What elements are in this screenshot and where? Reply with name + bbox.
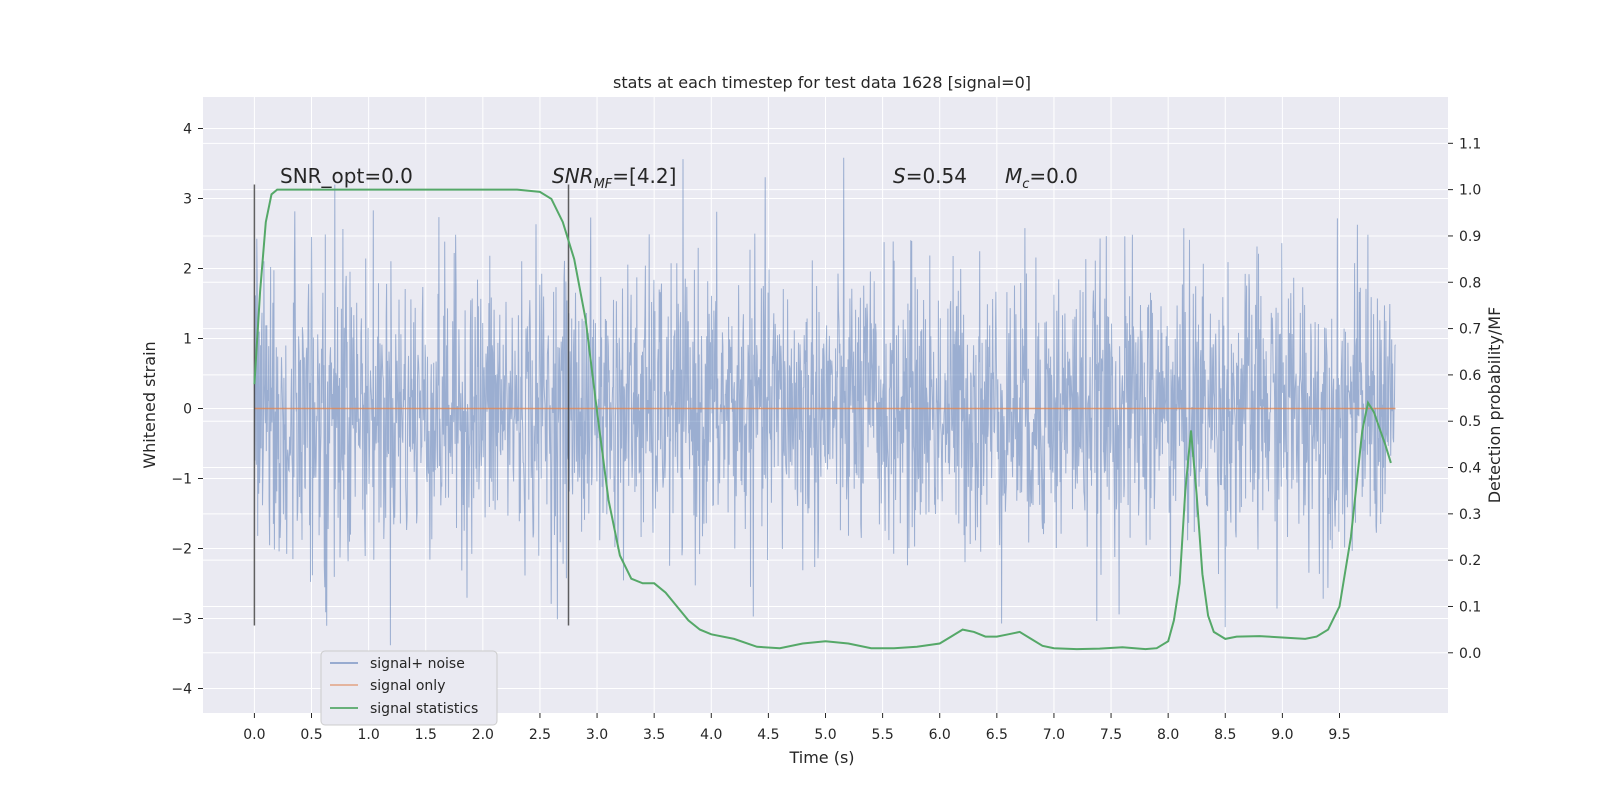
x-tick-label: 0.5 [300,727,322,743]
legend-label-signal-only: signal only [370,678,445,694]
annotation-mc: Mc=0.0 [1005,164,1078,192]
y-tick-label: 2 [183,262,192,278]
y-right-tick-label: 0.9 [1459,229,1481,245]
x-tick-label: 1.5 [415,727,437,743]
annotation-snr-opt: SNR_opt=0.0 [280,164,413,188]
y-right-tick-label: 1.0 [1459,183,1481,199]
y-tick-label: −2 [171,542,192,558]
x-axis-label: Time (s) [788,748,854,767]
x-tick-label: 0.0 [243,727,265,743]
y-ticks-right: 1.1 1.0 0.9 0.8 0.7 0.6 0.5 0.4 0.3 0.2 0.1 0.0 [1448,136,1481,662]
signal-statistics-series [253,188,1392,651]
x-tick-label: 9.5 [1328,727,1350,743]
y-tick-label: −1 [171,472,192,488]
x-tick-label: 3.5 [643,727,665,743]
y-right-tick-label: 0.5 [1459,414,1481,430]
legend: signal+ noise signal only signal statist… [320,650,498,726]
y-right-tick-label: 0.8 [1459,275,1481,291]
x-tick-label: 6.5 [986,727,1008,743]
y-right-tick-label: 0.4 [1459,461,1481,477]
x-tick-label: 4.0 [700,727,722,743]
y-tick-label: 1 [183,332,192,348]
x-tick-label: 2.0 [472,727,494,743]
legend-label-stats: signal statistics [370,701,478,717]
y-right-tick-label: 0.2 [1459,553,1481,569]
x-tick-label: 6.0 [929,727,951,743]
x-tick-label: 4.5 [757,727,779,743]
noise-line [253,157,1396,646]
y-tick-label: −4 [171,682,192,698]
y-right-tick-label: 0.3 [1459,507,1481,523]
y-tick-label: 3 [183,192,192,208]
x-tick-label: 5.0 [814,727,836,743]
x-tick-label: 7.0 [1043,727,1065,743]
annotation-s: S=0.54 [893,164,967,188]
y-tick-label: 0 [183,402,192,418]
x-tick-label: 8.0 [1157,727,1179,743]
x-tick-label: 3.0 [586,727,608,743]
x-tick-label: 5.5 [871,727,893,743]
y-tick-label: −3 [171,612,192,628]
y-right-tick-label: 0.6 [1459,368,1481,384]
x-tick-label: 9.0 [1271,727,1293,743]
y-tick-label: 4 [183,122,192,138]
x-tick-label: 2.5 [529,727,551,743]
vertical-lines [253,184,570,626]
annotation-snr-mf: SNRMF=[4.2] [552,164,676,192]
y-ticks: 4 3 2 1 0 −1 −2 −3 −4 [171,122,203,698]
x-ticks: 0.0 0.5 1.0 1.5 2.0 2.5 3.0 3.5 4.0 4.5 5.0 5.5 6.0 6… [243,713,1351,743]
y-right-tick-label: 1.1 [1459,136,1481,152]
legend-label-noise: signal+ noise [370,656,465,672]
y-axis-label: Whitened strain [140,341,159,468]
y-right-tick-label: 0.1 [1459,599,1481,615]
signal-statistics-line [253,188,1392,651]
x-tick-label: 1.0 [357,727,379,743]
y-right-tick-label: 0.0 [1459,646,1481,662]
chart-title: stats at each timestep for test data 162… [613,73,1031,92]
y-axis-label-right: Detection probability/MF [1485,307,1504,504]
legend-box [320,650,498,726]
x-tick-label: 8.5 [1214,727,1236,743]
x-tick-label: 7.5 [1100,727,1122,743]
noise-series [253,157,1396,646]
y-right-tick-label: 0.7 [1459,322,1481,338]
